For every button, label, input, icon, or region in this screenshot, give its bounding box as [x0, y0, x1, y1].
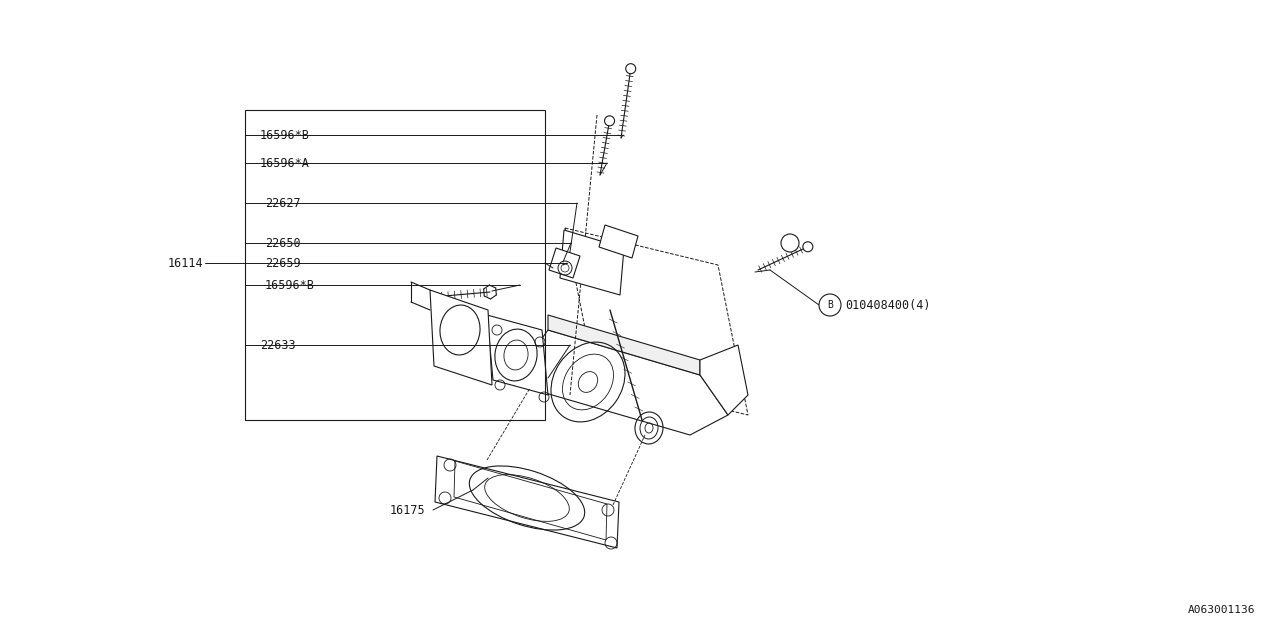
Circle shape	[781, 234, 799, 252]
Text: 16596*A: 16596*A	[260, 157, 310, 170]
Polygon shape	[549, 248, 580, 278]
Text: 16114: 16114	[168, 257, 204, 269]
Polygon shape	[599, 225, 637, 258]
Text: A063001136: A063001136	[1188, 605, 1254, 615]
Text: 16596*B: 16596*B	[265, 278, 315, 291]
Text: 22633: 22633	[260, 339, 296, 351]
Polygon shape	[561, 230, 625, 295]
Polygon shape	[700, 345, 748, 415]
Text: 16596*B: 16596*B	[260, 129, 310, 141]
Polygon shape	[548, 315, 700, 375]
Polygon shape	[435, 456, 620, 548]
Polygon shape	[454, 461, 607, 540]
Polygon shape	[530, 330, 728, 435]
Text: B: B	[827, 300, 833, 310]
Circle shape	[604, 116, 614, 126]
Text: 22627: 22627	[265, 196, 301, 209]
Polygon shape	[486, 315, 548, 395]
Circle shape	[819, 294, 841, 316]
Text: 16175: 16175	[390, 504, 426, 516]
Text: 22659: 22659	[265, 257, 301, 269]
Polygon shape	[430, 290, 492, 385]
Text: 22650: 22650	[265, 237, 301, 250]
Circle shape	[626, 64, 636, 74]
Circle shape	[803, 242, 813, 252]
Text: 010408400(4): 010408400(4)	[845, 298, 931, 312]
